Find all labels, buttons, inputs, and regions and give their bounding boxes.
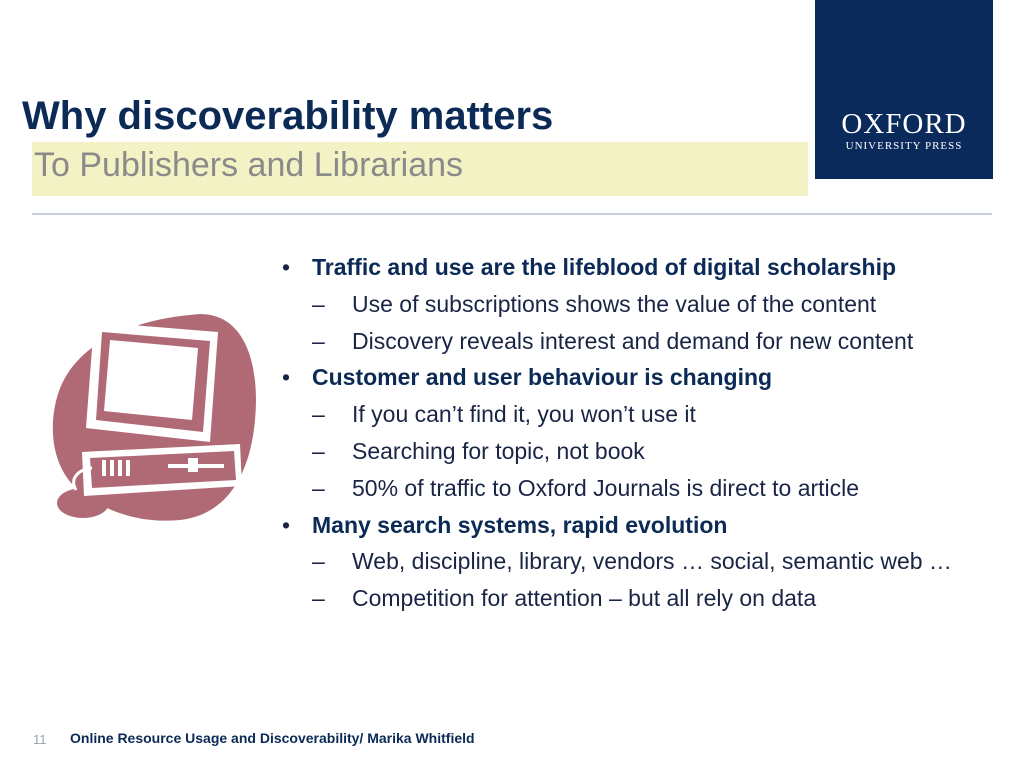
oxford-logo: OXFORD UNIVERSITY PRESS (815, 0, 993, 179)
computer-clipart-icon (52, 314, 256, 521)
sub-bullet-text: Web, discipline, library, vendors … soci… (352, 548, 952, 575)
sub-bullet-text: If you can’t find it, you won’t use it (352, 401, 696, 428)
slide-number: 11 (33, 732, 47, 747)
sub-bullet-text: Discovery reveals interest and demand fo… (352, 327, 914, 354)
sub-bullet-marker: – (312, 290, 325, 317)
sub-bullet-item: – Web, discipline, library, vendors … so… (282, 548, 1022, 585)
logo-main-text: OXFORD (841, 108, 967, 140)
sub-bullet-marker: – (312, 327, 325, 354)
sub-bullet-item: – Competition for attention – but all re… (282, 585, 1022, 622)
sub-bullet-marker: – (312, 548, 325, 575)
slide-subtitle: To Publishers and Librarians (34, 146, 464, 184)
bullet-marker: • (282, 511, 291, 538)
sub-bullet-marker: – (312, 474, 325, 501)
sub-bullet-text: Searching for topic, not book (352, 437, 645, 464)
bullet-text: Traffic and use are the lifeblood of dig… (312, 254, 897, 280)
logo-sub-text: UNIVERSITY PRESS (845, 140, 963, 152)
sub-bullet-text: Use of subscriptions shows the value of … (352, 290, 877, 317)
slide-title: Why discoverability matters (22, 94, 554, 138)
bullet-marker: • (282, 254, 291, 280)
sub-bullet-item: – Searching for topic, not book (282, 438, 1022, 475)
bullet-item: • Customer and user behaviour is changin… (282, 364, 1022, 401)
header-divider (32, 213, 992, 215)
sub-bullet-text: Competition for attention – but all rely… (352, 585, 817, 612)
sub-bullet-text: 50% of traffic to Oxford Journals is dir… (352, 474, 860, 501)
bullet-item: • Traffic and use are the lifeblood of d… (282, 254, 1022, 291)
sub-bullet-item: – Discovery reveals interest and demand … (282, 328, 1022, 365)
sub-bullet-item: – Use of subscriptions shows the value o… (282, 291, 1022, 328)
subtitle-band (32, 142, 808, 196)
sub-bullet-item: – If you can’t find it, you won’t use it (282, 401, 1022, 438)
sub-bullet-marker: – (312, 585, 325, 612)
footer-text: Online Resource Usage and Discoverabilit… (70, 730, 475, 746)
bullet-item: • Many search systems, rapid evolution (282, 512, 1022, 549)
sub-bullet-marker: – (312, 437, 325, 464)
sub-bullet-marker: – (312, 401, 325, 428)
bullet-list: • Traffic and use are the lifeblood of d… (282, 254, 1022, 622)
bullet-marker: • (282, 364, 291, 391)
sub-bullet-item: – 50% of traffic to Oxford Journals is d… (282, 475, 1022, 512)
bullet-text: Customer and user behaviour is changing (312, 364, 773, 391)
bullet-text: Many search systems, rapid evolution (312, 511, 728, 538)
